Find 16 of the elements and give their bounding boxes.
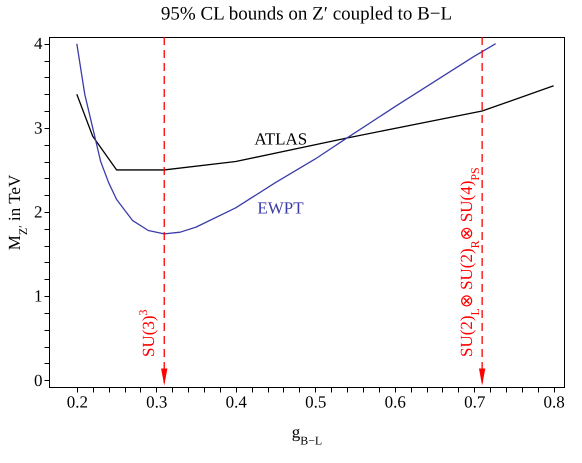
- x-tick-label: 0.3: [146, 392, 168, 412]
- y-tick-label: 0: [34, 370, 42, 390]
- series-label: EWPT: [257, 198, 304, 218]
- y-tick-label: 1: [34, 286, 42, 306]
- x-tick-label: 0.5: [305, 392, 326, 412]
- series-label: ATLAS: [254, 130, 308, 149]
- y-tick-label: 4: [34, 34, 43, 54]
- y-tick-label: 2: [34, 202, 42, 222]
- chart-title: 95% CL bounds on Z′ coupled to B−L: [160, 4, 452, 25]
- x-axis-title: g$_{B−L}$: [292, 422, 322, 448]
- x-tick-label: 0.6: [384, 392, 406, 412]
- x-tick-label: 0.7: [464, 392, 486, 412]
- x-tick-label: 0.4: [226, 392, 248, 412]
- x-tick-label: 0.8: [544, 392, 565, 412]
- x-tick-label: 0.2: [66, 392, 88, 412]
- y-tick-label: 3: [34, 118, 42, 138]
